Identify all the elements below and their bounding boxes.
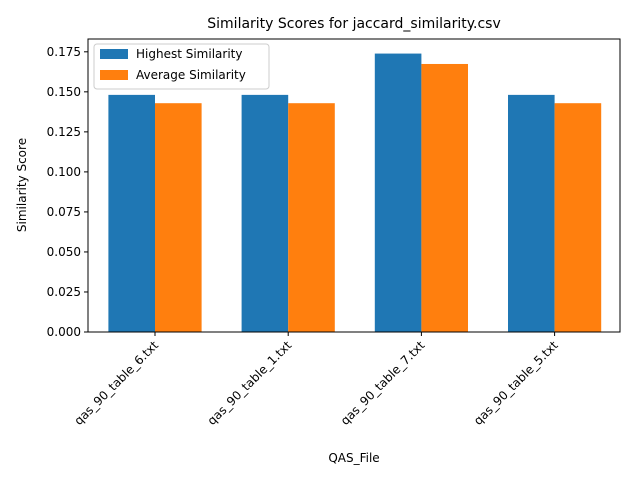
- y-tick-label-0: 0.000: [47, 325, 81, 339]
- y-tick-label-5: 0.125: [47, 125, 81, 139]
- y-tick-label-2: 0.050: [47, 245, 81, 259]
- y-tick-label-7: 0.175: [47, 45, 81, 59]
- bar-average-3: [421, 63, 468, 332]
- plot-frame: [87, 38, 621, 333]
- legend: Highest Similarity Average Similarity: [93, 43, 270, 90]
- y-axis: 0.000 0.025 0.050 0.075 0.100 0.125 0.150 0.175: [47, 45, 88, 339]
- legend-label-1: Highest Similarity: [136, 47, 242, 61]
- legend-box: [93, 43, 270, 90]
- bar-highest-4: [508, 94, 555, 332]
- chart-title: Similarity Scores for jaccard_similarity…: [207, 16, 500, 32]
- bar-highest-3: [374, 53, 422, 332]
- legend-label-2: Average Similarity: [136, 68, 246, 82]
- y-tick-label-6: 0.150: [47, 85, 81, 99]
- bars-group: [108, 53, 602, 332]
- bar-highest-2: [241, 94, 289, 332]
- bar-highest-1: [108, 94, 155, 332]
- y-axis-label: Similarity Score: [15, 138, 29, 232]
- bar-average-2: [288, 103, 335, 332]
- bar-average-1: [155, 103, 202, 332]
- legend-swatch-2: [100, 70, 128, 80]
- y-tick-label-4: 0.100: [47, 165, 81, 179]
- bar-average-4: [554, 103, 602, 332]
- y-tick-label-1: 0.025: [47, 285, 81, 299]
- y-tick-label-3: 0.075: [47, 205, 81, 219]
- legend-swatch-1: [100, 49, 128, 59]
- x-axis-label: QAS_File: [328, 451, 379, 465]
